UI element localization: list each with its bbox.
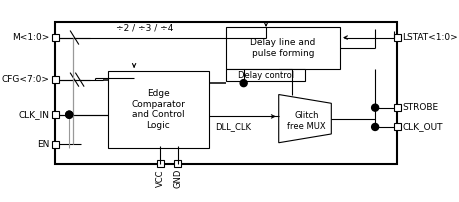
Bar	[157, 160, 163, 167]
Bar	[51, 111, 59, 118]
Bar	[51, 141, 59, 148]
Bar	[226, 69, 304, 81]
Circle shape	[66, 111, 73, 118]
Circle shape	[371, 123, 378, 130]
Bar	[51, 34, 59, 41]
Text: EN: EN	[38, 140, 50, 149]
Text: Glitch
free MUX: Glitch free MUX	[287, 111, 325, 131]
Text: GND: GND	[173, 169, 182, 188]
Text: CLK_IN: CLK_IN	[19, 110, 50, 119]
Polygon shape	[278, 95, 330, 143]
Bar	[51, 76, 59, 83]
Circle shape	[66, 111, 73, 118]
Bar	[393, 104, 400, 111]
Text: CLK_OUT: CLK_OUT	[402, 122, 442, 132]
Bar	[107, 71, 208, 148]
Bar	[226, 27, 339, 69]
Bar	[55, 22, 396, 164]
Text: M<1:0>: M<1:0>	[12, 33, 50, 42]
Text: Edge
Comparator
and Control
Logic: Edge Comparator and Control Logic	[131, 89, 185, 129]
Circle shape	[240, 80, 246, 87]
Bar	[393, 34, 400, 41]
Text: Delay line and
pulse forming: Delay line and pulse forming	[250, 38, 315, 58]
Text: ÷2 / ÷3 / ÷4: ÷2 / ÷3 / ÷4	[116, 23, 173, 32]
Text: LSTAT<1:0>: LSTAT<1:0>	[402, 33, 457, 42]
Text: CFG<7:0>: CFG<7:0>	[2, 75, 50, 84]
Circle shape	[371, 104, 378, 111]
Text: VCC: VCC	[156, 169, 164, 186]
Bar	[393, 123, 400, 130]
Text: STROBE: STROBE	[402, 103, 437, 112]
Text: Delay control: Delay control	[237, 71, 293, 80]
Bar	[174, 160, 181, 167]
Text: DLL_CLK: DLL_CLK	[215, 122, 251, 131]
